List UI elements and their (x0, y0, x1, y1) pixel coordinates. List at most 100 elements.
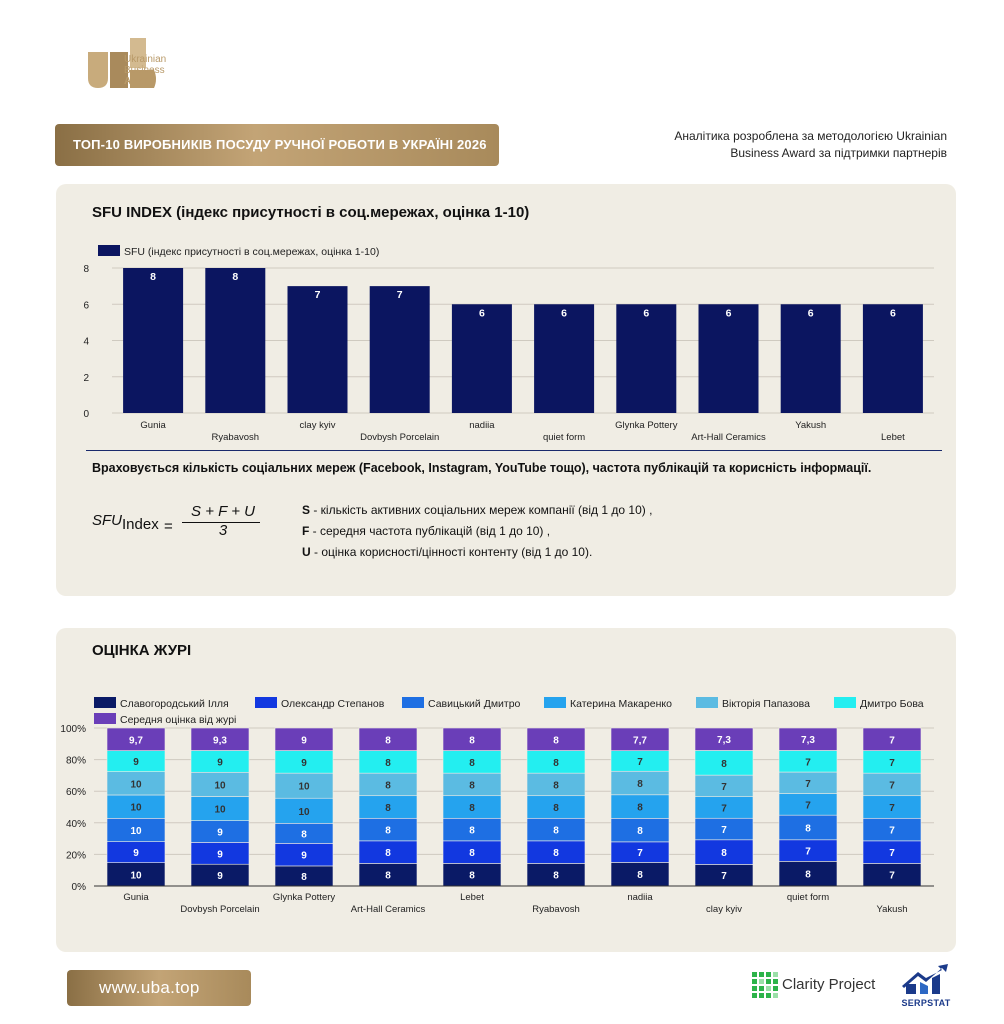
segment-value-label: 10 (130, 803, 142, 814)
segment-value-label: 8 (469, 871, 475, 882)
sfu-panel: SFU INDEX (індекс присутності в соц.мере… (56, 184, 956, 596)
formula-note-f: F - середня частота публікацій (від 1 до… (302, 521, 652, 542)
x-tick-label: Yakush (795, 420, 826, 431)
segment-value-label: 10 (214, 780, 226, 791)
segment-value-label: 8 (721, 759, 727, 770)
bar (369, 286, 430, 413)
stack-segment (358, 727, 418, 751)
legend-swatch (94, 697, 116, 708)
segment-value-label: 8 (469, 826, 475, 837)
stack-segment (694, 839, 754, 865)
clarity-project-logo: Clarity Project (752, 972, 892, 1000)
legend-label: Славогородський Ілля (120, 698, 229, 710)
segment-value-label: 10 (214, 805, 226, 816)
x-tick-label: clay kyiv (300, 420, 336, 431)
uba-logo-mark (88, 38, 156, 88)
sfu-title: SFU INDEX (індекс присутності в соц.мере… (92, 204, 530, 221)
analytics-note-line1: Аналітика розроблена за методологією Ukr… (674, 129, 947, 143)
y-tick-label: 2 (83, 373, 89, 384)
y-tick-label: 80% (66, 756, 86, 767)
segment-value-label: 8 (469, 848, 475, 859)
segment-value-label: 8 (553, 780, 559, 791)
segment-value-label: 9 (217, 828, 223, 839)
note-key: U (302, 545, 311, 559)
bar (862, 304, 923, 413)
segment-value-label: 10 (130, 870, 142, 881)
site-link[interactable]: www.uba.top (67, 970, 251, 1006)
formula-equals: = (164, 518, 173, 535)
x-tick-label: nadiia (469, 420, 495, 431)
stack-segment (778, 727, 838, 751)
jury-panel: ОЦІНКА ЖУРІ Славогородський Ілля Олександ… (56, 628, 956, 952)
stack-segment (190, 727, 250, 751)
segment-value-label: 8 (553, 735, 559, 746)
bar-value-label: 6 (643, 307, 649, 319)
note-text: - кількість активних соціальних мереж ко… (310, 503, 653, 517)
stack-segment (610, 727, 670, 751)
x-tick-label: Dovbysh Porcelain (180, 904, 259, 915)
formula-lhs: SFUIndex (92, 512, 159, 533)
sfu-considered-note: Враховується кількість соціальних мереж … (92, 461, 872, 475)
segment-value-label: 7 (889, 735, 895, 746)
x-tick-label: Glynka Pottery (273, 892, 336, 903)
segment-value-label: 7,3 (801, 735, 815, 746)
legend-label: Вікторія Папазова (722, 698, 810, 710)
legend-label: Савицький Дмитро (428, 698, 521, 710)
bar-value-label: 6 (561, 307, 567, 319)
x-tick-label: Gunia (140, 420, 166, 431)
segment-value-label: 8 (301, 872, 307, 883)
segment-value-label: 8 (637, 803, 643, 814)
bar (534, 304, 595, 413)
segment-value-label: 8 (469, 803, 475, 814)
serpstat-logo: SERPSTAT (898, 964, 954, 1012)
legend-label: Катерина Макаренко (570, 698, 672, 710)
stack-segment (442, 727, 502, 751)
stack-segment (694, 727, 754, 751)
segment-value-label: 7 (721, 782, 727, 793)
segment-value-label: 10 (130, 779, 142, 790)
formula-fraction-bar (182, 522, 260, 523)
x-tick-label: Lebet (881, 432, 905, 443)
segment-value-label: 8 (637, 826, 643, 837)
bar (616, 304, 677, 413)
segment-value-label: 8 (721, 848, 727, 859)
segment-value-label: 8 (385, 780, 391, 791)
segment-value-label: 8 (553, 803, 559, 814)
y-tick-label: 40% (66, 819, 86, 830)
y-tick-label: 6 (83, 300, 89, 311)
segment-value-label: 7 (889, 848, 895, 859)
segment-value-label: 9 (217, 757, 223, 768)
y-tick-label: 100% (60, 724, 86, 735)
segment-value-label: 8 (553, 758, 559, 769)
x-tick-label: Art-Hall Ceramics (691, 432, 766, 443)
legend-label: Олександр Степанов (281, 698, 385, 710)
x-tick-label: quiet form (543, 432, 585, 443)
segment-value-label: 7 (721, 871, 727, 882)
logo-text: Ukrainian Business Award (124, 54, 166, 87)
y-tick-label: 8 (83, 264, 89, 275)
segment-value-label: 8 (553, 871, 559, 882)
segment-value-label: 7 (805, 800, 811, 811)
note-text: - оцінка корисності/цінності контенту (в… (310, 545, 593, 559)
legend-swatch (834, 697, 856, 708)
segment-value-label: 8 (385, 826, 391, 837)
segment-value-label: 8 (553, 848, 559, 859)
logo-line3: Award (124, 76, 155, 87)
x-tick-label: clay kyiv (706, 904, 742, 915)
x-tick-label: Ryabavosh (212, 432, 260, 443)
segment-value-label: 8 (805, 823, 811, 834)
segment-value-label: 7 (889, 803, 895, 814)
segment-value-label: 9 (301, 735, 307, 746)
bar (780, 304, 841, 413)
stack-segment (274, 772, 334, 799)
bar (123, 268, 184, 413)
legend-label: Дмитро Бова (860, 698, 924, 710)
segment-value-label: 7 (805, 757, 811, 768)
segment-value-label: 8 (805, 870, 811, 881)
formula-legend: S - кількість активних соціальних мереж … (302, 500, 652, 563)
segment-value-label: 10 (298, 782, 310, 793)
stack-segment (274, 797, 334, 824)
segment-value-label: 9 (301, 758, 307, 769)
page-title-banner: ТОП-10 ВИРОБНИКІВ ПОСУДУ РУЧНОЇ РОБОТИ В… (55, 124, 499, 166)
segment-value-label: 9 (217, 849, 223, 860)
